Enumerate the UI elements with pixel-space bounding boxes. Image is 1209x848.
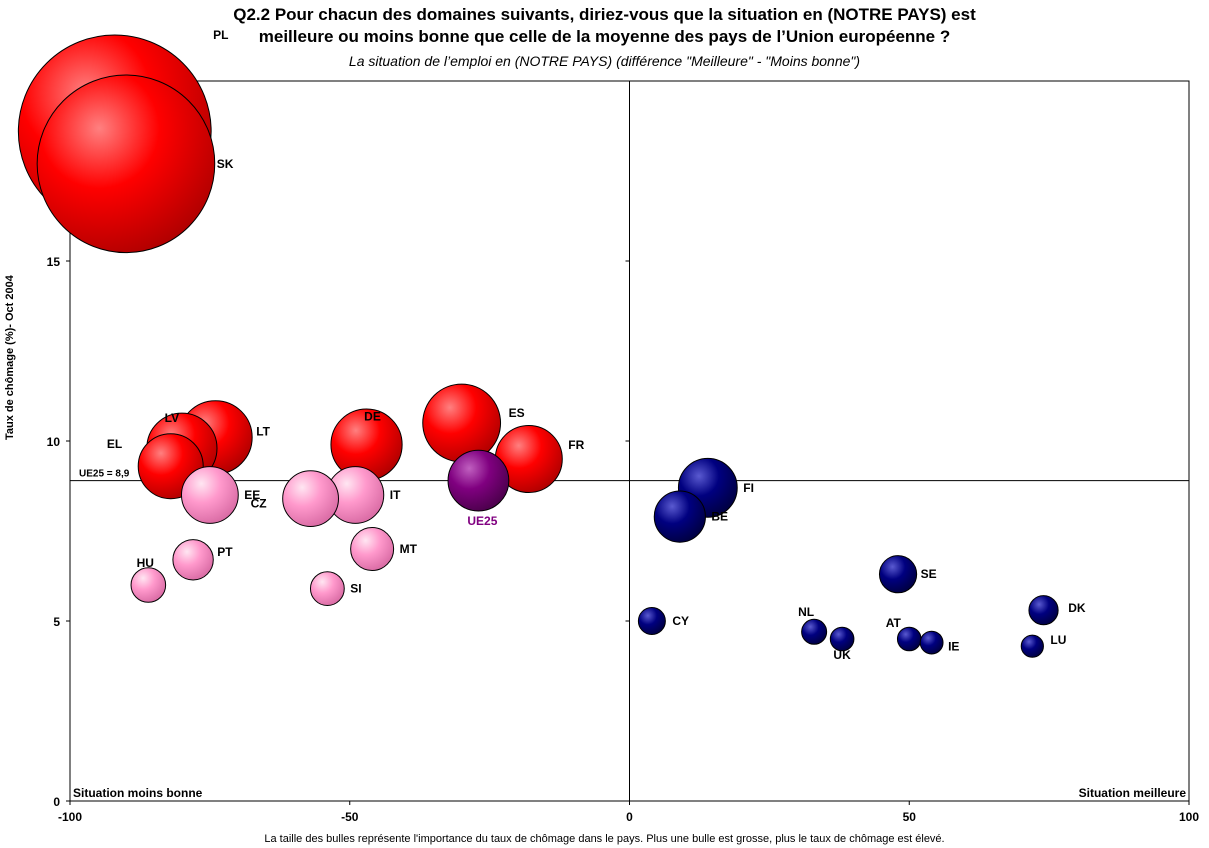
bubble-at — [896, 626, 922, 652]
bubble-label-lv: LV — [165, 411, 179, 425]
bubble-dk — [1028, 595, 1059, 626]
bubble-label-lu: LU — [1050, 633, 1066, 647]
bubble-label-mt: MT — [400, 542, 418, 556]
bubble-sk — [36, 74, 216, 254]
bubble-label-dk: DK — [1068, 601, 1086, 615]
bubble-ue25 — [447, 449, 510, 512]
bubble-uk — [829, 626, 855, 652]
chart-title-line2: meilleure ou moins bonne que celle de la… — [258, 27, 951, 46]
y-tick-label: 10 — [47, 435, 61, 449]
bubble-nl — [801, 618, 828, 645]
bubble-label-fr: FR — [568, 438, 584, 452]
bubble-ie — [919, 630, 944, 655]
x-tick-label: -100 — [58, 810, 82, 824]
bubble-label-pt: PT — [217, 545, 233, 559]
bubble-label-sk: SK — [217, 157, 234, 171]
bubble-mt — [350, 527, 395, 571]
x-tick-label: 100 — [1179, 810, 1199, 824]
chart-title: Q2.2 Pour chacun des domaines suivants, … — [233, 5, 976, 24]
bubble-label-nl: NL — [798, 605, 814, 619]
bubble-label-hu: HU — [137, 556, 154, 570]
bubble-si — [309, 571, 345, 606]
bubble-pt — [172, 539, 214, 581]
bubble-label-de: DE — [364, 410, 381, 424]
bubble-label-be: BE — [711, 510, 728, 524]
y-tick-label: 15 — [47, 255, 61, 269]
bubble-cz — [282, 470, 339, 528]
right-corner-label: Situation meilleure — [1079, 786, 1187, 800]
bubble-label-ue25: UE25 — [467, 514, 497, 528]
bubble-hu — [130, 567, 167, 603]
bubble-label-cz: CZ — [251, 497, 267, 511]
bubble-label-uk: UK — [833, 648, 851, 662]
bubble-se — [878, 555, 918, 594]
bubble-label-pl: PL — [213, 28, 228, 42]
bubble-label-es: ES — [509, 406, 525, 420]
bubble-label-it: IT — [390, 488, 401, 502]
bubble-label-lt: LT — [256, 424, 270, 438]
bubble-es — [422, 383, 502, 463]
bubble-label-ee: EE — [244, 488, 260, 502]
bubble-label-si: SI — [350, 582, 361, 596]
bubble-cy — [637, 607, 666, 635]
y-tick-label: 0 — [53, 795, 60, 809]
chart-footnote: La taille des bulles représente l'import… — [264, 833, 945, 845]
x-tick-label: -50 — [341, 810, 359, 824]
bubble-label-cy: CY — [672, 614, 689, 628]
bubble-label-fi: FI — [743, 481, 754, 495]
x-tick-label: 50 — [903, 810, 917, 824]
bubble-label-se: SE — [921, 567, 937, 581]
bubble-lu — [1020, 634, 1044, 658]
bubble-be — [653, 490, 706, 543]
left-corner-label: Situation moins bonne — [73, 786, 203, 800]
eu-average-label: UE25 = 8,9 — [79, 469, 130, 480]
bubble-label-el: EL — [107, 437, 122, 451]
chart-subtitle: La situation de l’emploi en (NOTRE PAYS)… — [348, 53, 861, 69]
bubble-label-ie: IE — [948, 640, 959, 654]
x-tick-label: 0 — [626, 810, 633, 824]
y-tick-label: 5 — [53, 615, 60, 629]
bubble-label-at: AT — [886, 616, 902, 630]
bubble-ee — [180, 466, 239, 524]
